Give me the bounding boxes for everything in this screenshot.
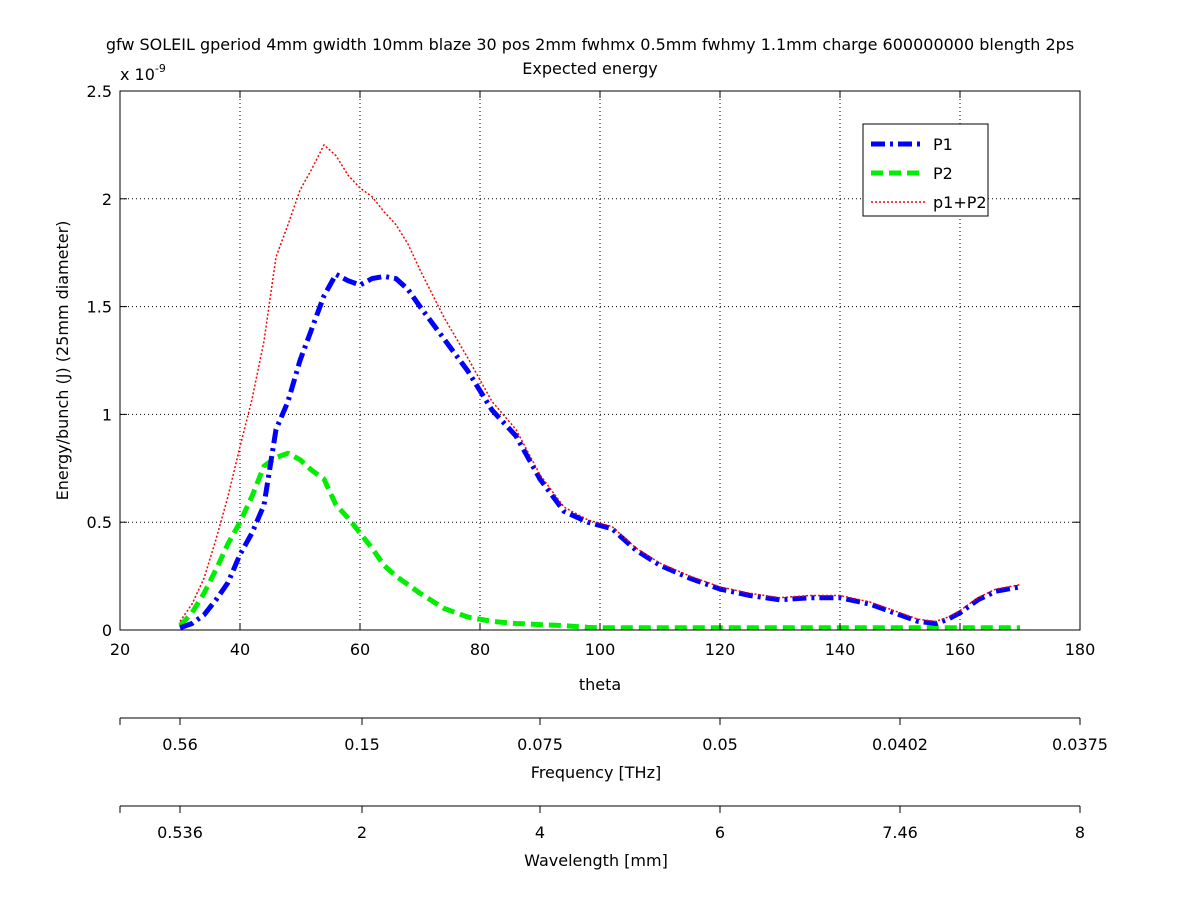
y-tick-label: 2 — [102, 190, 112, 209]
x-tick-label: 100 — [585, 640, 616, 659]
y-exponent-power: -9 — [155, 62, 166, 75]
x-axis-ticks: 20 40 60 80 100 120 140 160 180 — [110, 91, 1095, 659]
series-line-p1 — [179, 271, 1021, 631]
series-line-p1-p2 — [179, 144, 1021, 623]
secondary-axis-tick-label: 0.0402 — [872, 735, 928, 754]
y-tick-label: 1 — [102, 405, 112, 424]
legend-label: p1+P2 — [933, 193, 987, 212]
legend: P1 P2 p1+P2 — [862, 123, 989, 217]
secondary-axis-tick-label: 0.05 — [702, 735, 738, 754]
secondary-axis-tick-label: 2 — [357, 823, 367, 842]
secondary-axes: 0.56 0.15 0.075 0.05 0.0402 0.0375 Frequency [… — [119, 717, 1108, 870]
secondary-axis-tick-label: 0.0375 — [1052, 735, 1108, 754]
legend-box — [862, 123, 989, 217]
legend-label: P1 — [933, 135, 953, 154]
y-exponent-label: x 10-9 — [120, 62, 166, 84]
secondary-axis-tick-label: 8 — [1075, 823, 1085, 842]
secondary-axis-tick-label: 0.56 — [162, 735, 198, 754]
x-tick-label: 160 — [945, 640, 976, 659]
secondary-axis-tick-label: 0.15 — [344, 735, 380, 754]
secondary-axis-tick-label: 4 — [535, 823, 545, 842]
secondary-axis-label: Frequency [THz] — [531, 763, 661, 782]
series-group — [178, 144, 1021, 631]
x-tick-label: 140 — [825, 640, 856, 659]
secondary-axis-label: Wavelength [mm] — [524, 851, 668, 870]
y-tick-label: 2.5 — [87, 82, 112, 101]
x-tick-label: 60 — [350, 640, 370, 659]
secondary-axis-tick-label: 0.075 — [517, 735, 563, 754]
y-tick-label: 1.5 — [87, 298, 112, 317]
secondary-axis-tick-label: 0.536 — [157, 823, 203, 842]
y-tick-label: 0.5 — [87, 513, 112, 532]
x-tick-label: 80 — [470, 640, 490, 659]
chart-title: gfw SOLEIL gperiod 4mm gwidth 10mm blaze… — [106, 35, 1074, 54]
x-tick-label: 40 — [230, 640, 250, 659]
y-tick-label: 0 — [102, 621, 112, 640]
x-axis-label: theta — [579, 675, 621, 694]
legend-label: P2 — [933, 164, 953, 183]
x-tick-label: 20 — [110, 640, 130, 659]
secondary-axis-tick-label: 7.46 — [882, 823, 918, 842]
secondary-axis-tick-label: 6 — [715, 823, 725, 842]
y-axis-label: Energy/bunch (J) (25mm diameter) — [53, 221, 72, 501]
x-tick-label: 120 — [705, 640, 736, 659]
y-exponent-base: x 10 — [120, 65, 155, 84]
x-tick-label: 180 — [1065, 640, 1096, 659]
y-axis-ticks: 0 0.5 1 1.5 2 2.5 — [87, 82, 1080, 640]
chart-subtitle: Expected energy — [522, 59, 657, 78]
series-line-p2 — [178, 450, 1020, 631]
